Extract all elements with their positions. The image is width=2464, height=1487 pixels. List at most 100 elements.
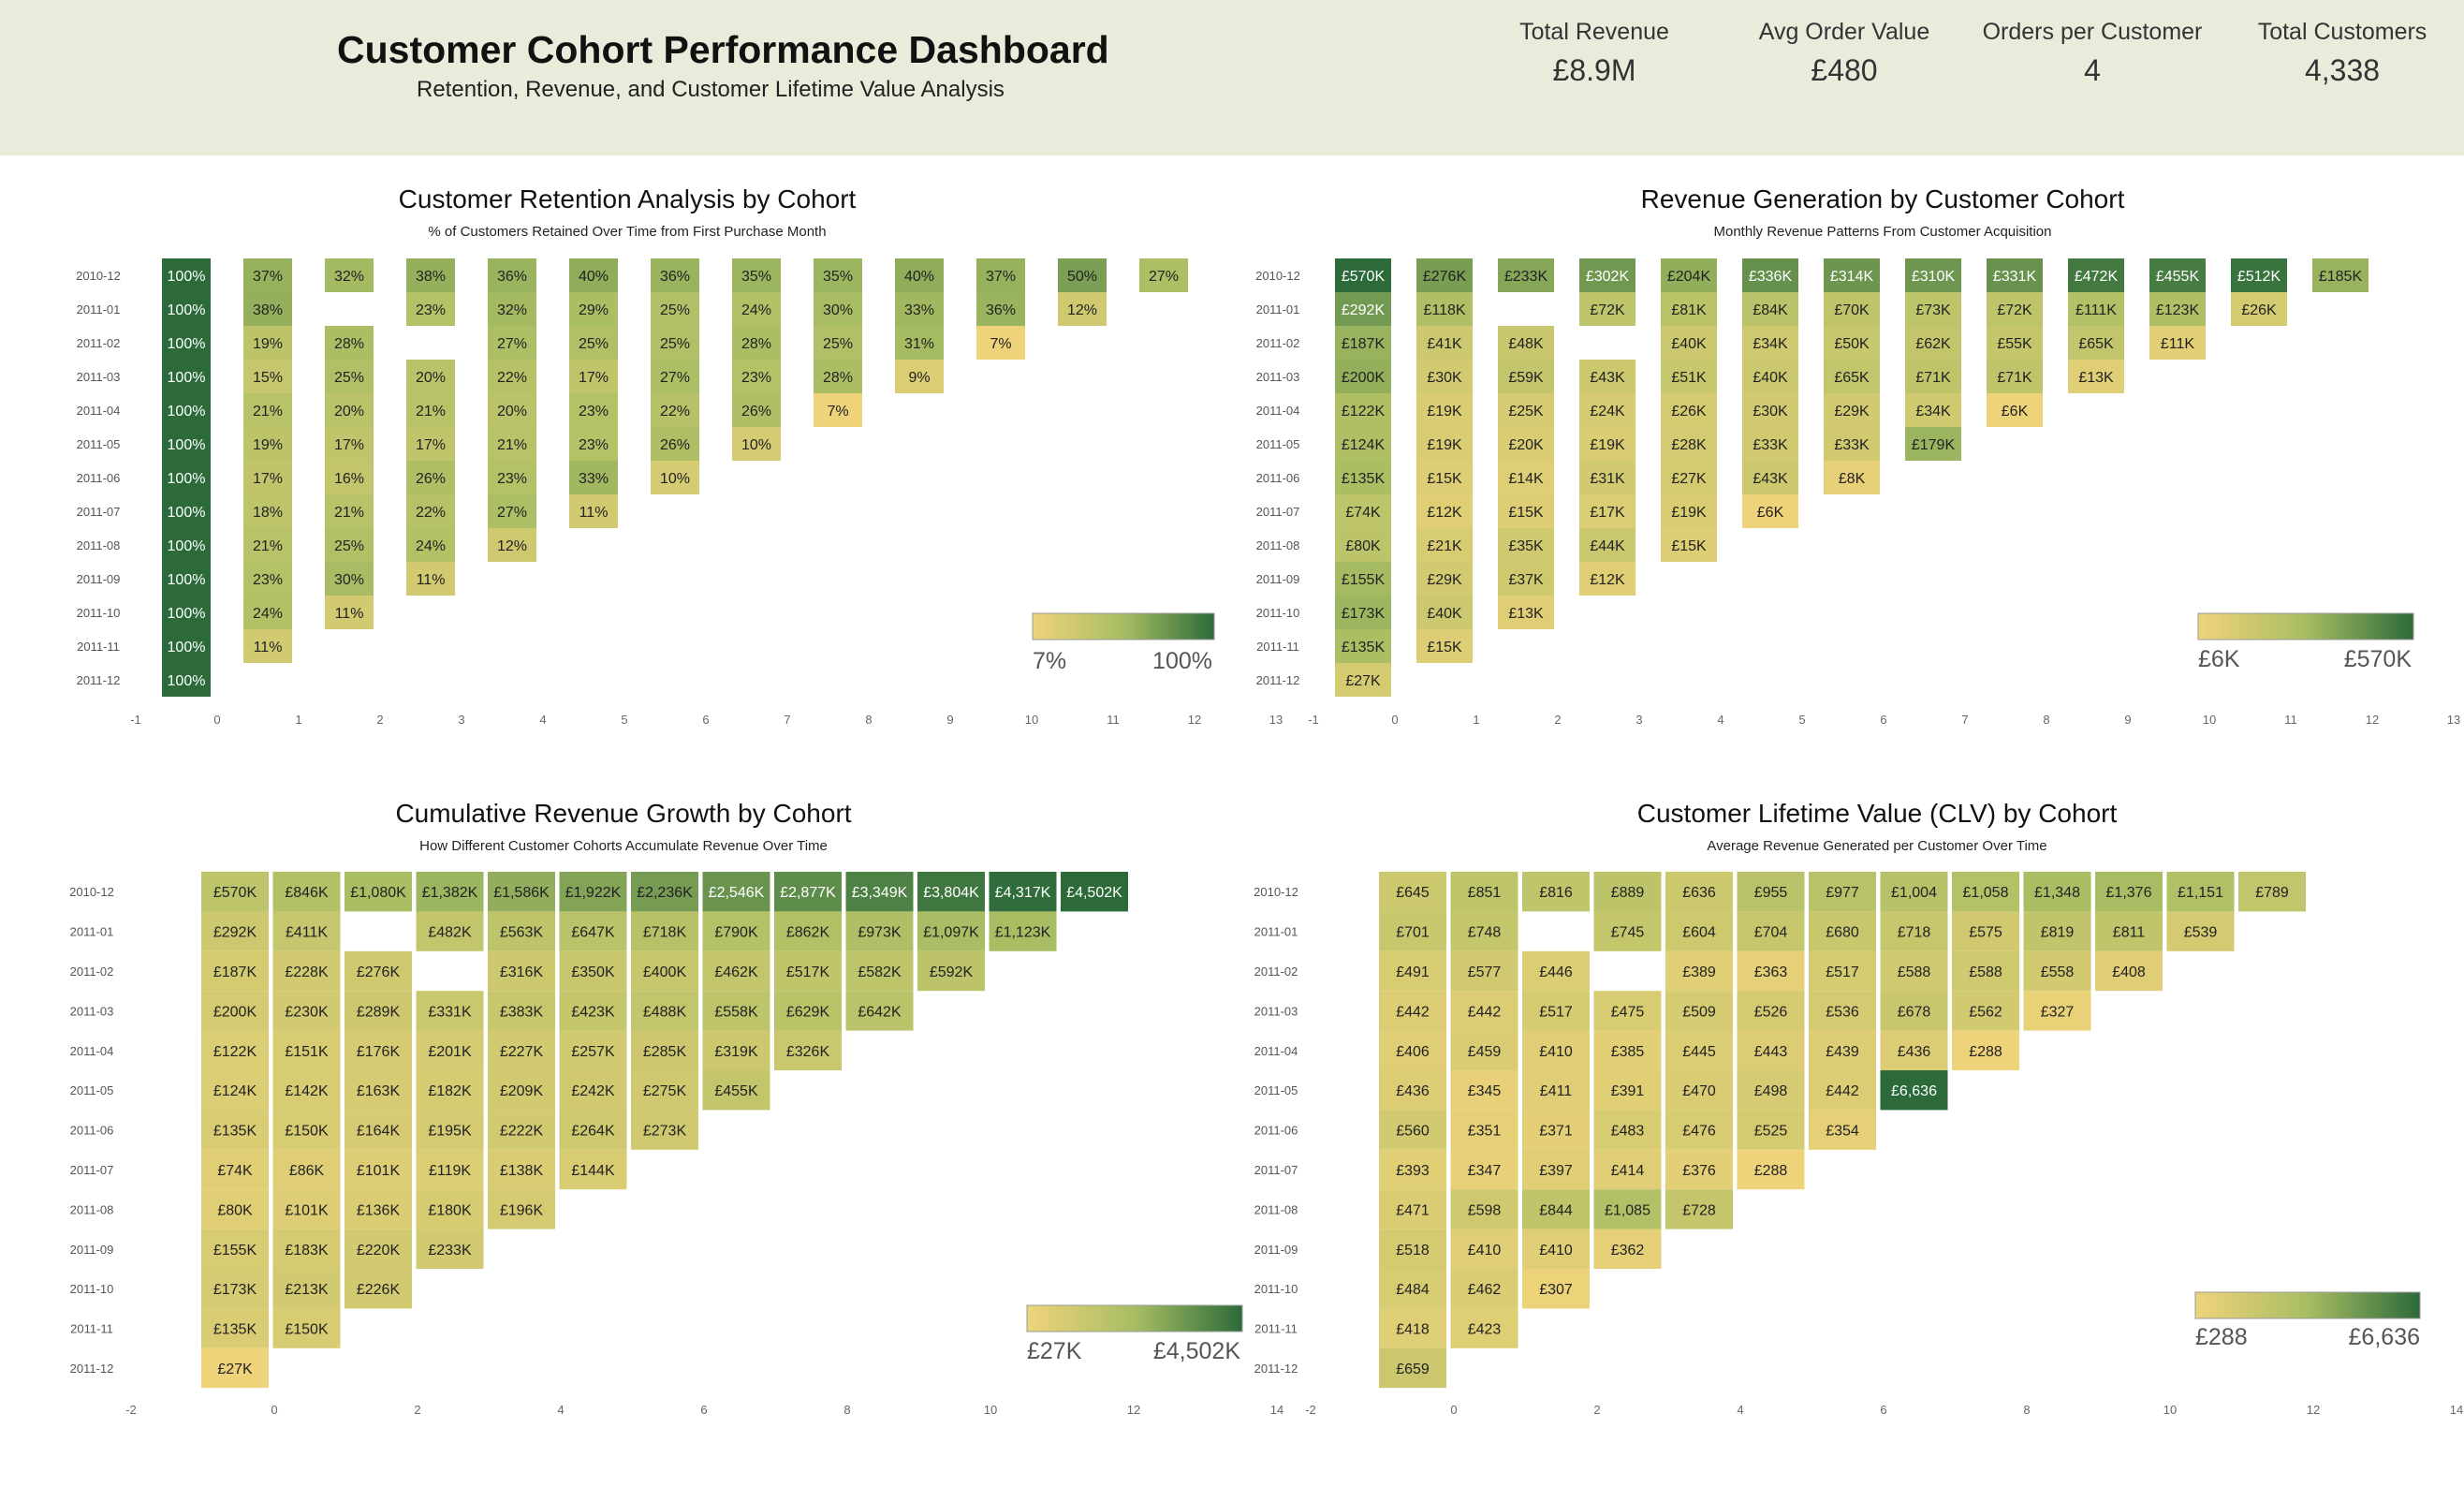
heatmap-cell: [631, 1070, 698, 1111]
cell-label: £34K: [1753, 336, 1788, 352]
heatmap-cell: [702, 872, 770, 912]
cell-label: £748: [1468, 925, 1502, 941]
row-label: 2011-03: [1256, 370, 1300, 384]
cell-label: £410: [1539, 1243, 1573, 1259]
heatmap-cell: [488, 872, 555, 912]
cell-label: 17%: [253, 471, 283, 487]
row-label: 2011-06: [77, 471, 121, 485]
heatmap-cell: [1579, 360, 1635, 393]
heatmap-cell: [1579, 292, 1635, 326]
legend-color-bar: [2194, 1291, 2421, 1319]
cell-label: £582K: [858, 964, 902, 980]
chart-subtitle: Monthly Revenue Patterns From Customer A…: [1714, 224, 2052, 240]
x-tick-label: 10: [2163, 1403, 2177, 1417]
cell-label: 50%: [1067, 269, 1097, 285]
cell-label: 36%: [497, 269, 527, 285]
heatmap-cell: [1522, 1149, 1590, 1190]
cell-label: £182K: [428, 1083, 472, 1099]
cell-label: 36%: [660, 269, 690, 285]
cell-label: £570K: [213, 885, 257, 901]
row-label: 2011-07: [70, 1163, 114, 1177]
cell-label: 23%: [253, 572, 283, 588]
cell-label: £1,085: [1605, 1202, 1650, 1218]
cell-label: 10%: [741, 437, 771, 453]
heatmap-cell: [1880, 1030, 1948, 1070]
x-tick-label: 0: [271, 1403, 277, 1417]
heatmap-cell: [631, 911, 698, 951]
cell-label: £471: [1396, 1202, 1430, 1218]
cell-label: 36%: [986, 302, 1016, 318]
heatmap-cell: [2023, 872, 2091, 912]
heatmap-cell: [1987, 326, 2043, 360]
legend-color-bar: [1026, 1304, 1243, 1332]
heatmap-cell: [1522, 991, 1590, 1031]
kpi-total-revenue: Total Revenue £8.9M: [1473, 19, 1716, 88]
cell-label: £347: [1468, 1163, 1502, 1179]
heatmap-cell: [272, 1070, 341, 1111]
heatmap-cell: [416, 1110, 484, 1150]
cell-label: £86K: [289, 1163, 325, 1179]
x-tick-label: -1: [1308, 713, 1319, 727]
cell-label: £558K: [714, 1004, 758, 1020]
cell-label: £816: [1539, 885, 1573, 901]
cell-label: £482K: [428, 925, 472, 941]
x-tick-label: 9: [946, 713, 953, 727]
cell-label: 100%: [168, 505, 206, 521]
cell-label: £955: [1754, 885, 1788, 901]
heatmap-cell: [1593, 1229, 1662, 1269]
heatmap-cell: [1593, 1070, 1662, 1111]
cell-label: £8K: [1839, 471, 1866, 487]
cell-label: 10%: [660, 471, 690, 487]
heatmap-cell: [1335, 494, 1391, 528]
heatmap-cell: [201, 1149, 269, 1190]
heatmap-cell: [243, 461, 292, 494]
heatmap-cell: [1737, 1030, 1805, 1070]
cell-label: £33K: [1753, 437, 1788, 453]
heatmap-cell: [1450, 991, 1518, 1031]
row-label: 2011-05: [1254, 1083, 1298, 1097]
cell-label: £62K: [1915, 336, 1951, 352]
heatmap-cell: [345, 1070, 412, 1111]
heatmap-cell: [1665, 872, 1733, 912]
cell-label: £680: [1826, 925, 1859, 941]
cell-label: £1,080K: [350, 885, 406, 901]
row-label: 2011-03: [77, 370, 121, 384]
cell-label: £150K: [285, 1124, 329, 1140]
cell-label: £273K: [643, 1124, 687, 1140]
heatmap-cell: [774, 872, 842, 912]
row-label: 2011-02: [1254, 964, 1298, 979]
heatmap-cell: [1416, 461, 1473, 494]
heatmap-cell: [917, 872, 985, 912]
cell-label: 35%: [741, 269, 771, 285]
x-tick-label: 12: [2366, 713, 2379, 727]
heatmap-cell: [1379, 1110, 1446, 1150]
cell-label: £209K: [500, 1083, 544, 1099]
heatmap-cell: [2068, 326, 2124, 360]
row-label: 2011-02: [70, 964, 114, 979]
cell-label: £491: [1396, 964, 1430, 980]
row-label: 2011-11: [70, 1322, 113, 1336]
cell-label: £1,097K: [923, 925, 979, 941]
cell-label: 100%: [168, 538, 206, 554]
cell-label: £135K: [213, 1124, 257, 1140]
heatmap-cell: [774, 1030, 842, 1070]
cell-label: £588: [1969, 964, 2002, 980]
cell-label: £17K: [1590, 505, 1625, 521]
cell-label: 11%: [254, 640, 283, 655]
heatmap-cell: [488, 1070, 555, 1111]
heatmap-cell: [325, 596, 374, 629]
cell-label: 100%: [168, 606, 206, 622]
cell-label: £20K: [1508, 437, 1544, 453]
legend-color-bar: [2197, 612, 2414, 640]
x-tick-label: 12: [2307, 1403, 2320, 1417]
heatmap-cell: [345, 1030, 412, 1070]
heatmap-cell: [345, 950, 412, 992]
cell-label: £310K: [1912, 269, 1956, 285]
heatmap-cell: [1742, 326, 1798, 360]
heatmap-cell: [1379, 1269, 1446, 1309]
heatmap-cell: [1661, 528, 1717, 562]
heatmap-cell: [1665, 1070, 1733, 1111]
heatmap-cell: [488, 1030, 555, 1070]
x-tick-label: 12: [1127, 1403, 1140, 1417]
cell-label: £74K: [217, 1163, 253, 1179]
